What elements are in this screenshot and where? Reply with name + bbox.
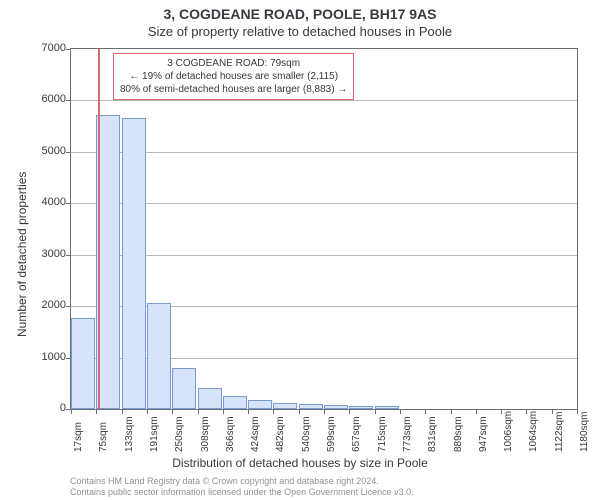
footer-line-2: Contains public sector information licen… (70, 487, 414, 498)
histogram-bar (299, 404, 323, 409)
histogram-bar (122, 118, 146, 409)
x-tick-label: 1064sqm (528, 411, 539, 452)
x-tick-label: 773sqm (402, 416, 413, 452)
x-tick-mark (400, 409, 401, 414)
x-tick-label: 133sqm (124, 416, 135, 452)
histogram-bar (273, 403, 297, 409)
x-tick-label: 889sqm (453, 416, 464, 452)
x-tick-mark (122, 409, 123, 414)
y-tick-label: 5000 (26, 145, 66, 157)
y-tick-mark (66, 306, 71, 307)
grid-line (71, 152, 577, 153)
histogram-bar (198, 388, 222, 409)
histogram-bar (172, 368, 196, 409)
property-size-chart: 3, COGDEANE ROAD, POOLE, BH17 9AS Size o… (0, 0, 600, 500)
y-tick-label: 0 (26, 402, 66, 414)
y-tick-label: 1000 (26, 351, 66, 363)
x-tick-label: 191sqm (149, 416, 160, 452)
x-tick-mark (71, 409, 72, 414)
y-tick-label: 3000 (26, 248, 66, 260)
x-tick-label: 540sqm (301, 416, 312, 452)
footer-line-1: Contains HM Land Registry data © Crown c… (70, 476, 414, 487)
x-tick-label: 831sqm (427, 416, 438, 452)
x-tick-mark (349, 409, 350, 414)
x-tick-label: 715sqm (377, 416, 388, 452)
histogram-bar (375, 406, 399, 409)
x-tick-mark (476, 409, 477, 414)
x-tick-mark (324, 409, 325, 414)
y-tick-mark (66, 152, 71, 153)
x-tick-label: 657sqm (351, 416, 362, 452)
histogram-bar (71, 318, 95, 409)
x-axis-label: Distribution of detached houses by size … (0, 456, 600, 470)
annotation-box: 3 COGDEANE ROAD: 79sqm← 19% of detached … (113, 53, 354, 100)
histogram-bar (324, 405, 348, 409)
x-tick-mark (552, 409, 553, 414)
grid-line (71, 255, 577, 256)
x-tick-mark (96, 409, 97, 414)
chart-title-sub: Size of property relative to detached ho… (0, 24, 600, 39)
x-tick-label: 1122sqm (554, 412, 565, 452)
annotation-line: 80% of semi-detached houses are larger (… (120, 83, 347, 96)
x-tick-label: 250sqm (174, 416, 185, 452)
y-tick-mark (66, 255, 71, 256)
y-tick-label: 7000 (26, 42, 66, 54)
grid-line (71, 100, 577, 101)
histogram-bar (96, 115, 120, 409)
histogram-bar (349, 406, 373, 409)
x-tick-mark (425, 409, 426, 414)
x-tick-label: 599sqm (326, 416, 337, 452)
x-tick-label: 1180sqm (579, 412, 590, 452)
annotation-line: ← 19% of detached houses are smaller (2,… (120, 70, 347, 83)
chart-title-main: 3, COGDEANE ROAD, POOLE, BH17 9AS (0, 6, 600, 22)
x-tick-mark (299, 409, 300, 414)
y-tick-label: 6000 (26, 93, 66, 105)
histogram-bar (147, 303, 171, 409)
x-tick-mark (248, 409, 249, 414)
x-tick-mark (577, 409, 578, 414)
x-tick-mark (451, 409, 452, 414)
annotation-line: 3 COGDEANE ROAD: 79sqm (120, 57, 347, 70)
y-tick-mark (66, 100, 71, 101)
chart-footer: Contains HM Land Registry data © Crown c… (70, 476, 414, 498)
x-tick-label: 17sqm (73, 422, 84, 452)
x-tick-label: 482sqm (275, 416, 286, 452)
y-tick-mark (66, 49, 71, 50)
x-tick-mark (273, 409, 274, 414)
x-tick-mark (147, 409, 148, 414)
x-tick-label: 308sqm (200, 416, 211, 452)
histogram-bar (223, 396, 247, 409)
x-tick-label: 366sqm (225, 416, 236, 452)
x-tick-label: 75sqm (98, 422, 109, 452)
y-tick-label: 4000 (26, 196, 66, 208)
x-tick-mark (223, 409, 224, 414)
x-tick-mark (501, 409, 502, 414)
histogram-bar (248, 400, 272, 409)
x-tick-mark (375, 409, 376, 414)
grid-line (71, 203, 577, 204)
x-tick-mark (198, 409, 199, 414)
x-tick-mark (172, 409, 173, 414)
property-marker-line (98, 49, 100, 409)
x-tick-label: 1006sqm (503, 411, 514, 452)
x-tick-label: 424sqm (250, 416, 261, 452)
y-tick-mark (66, 203, 71, 204)
plot-area: 3 COGDEANE ROAD: 79sqm← 19% of detached … (70, 48, 578, 410)
x-tick-label: 947sqm (478, 416, 489, 452)
y-tick-label: 2000 (26, 299, 66, 311)
